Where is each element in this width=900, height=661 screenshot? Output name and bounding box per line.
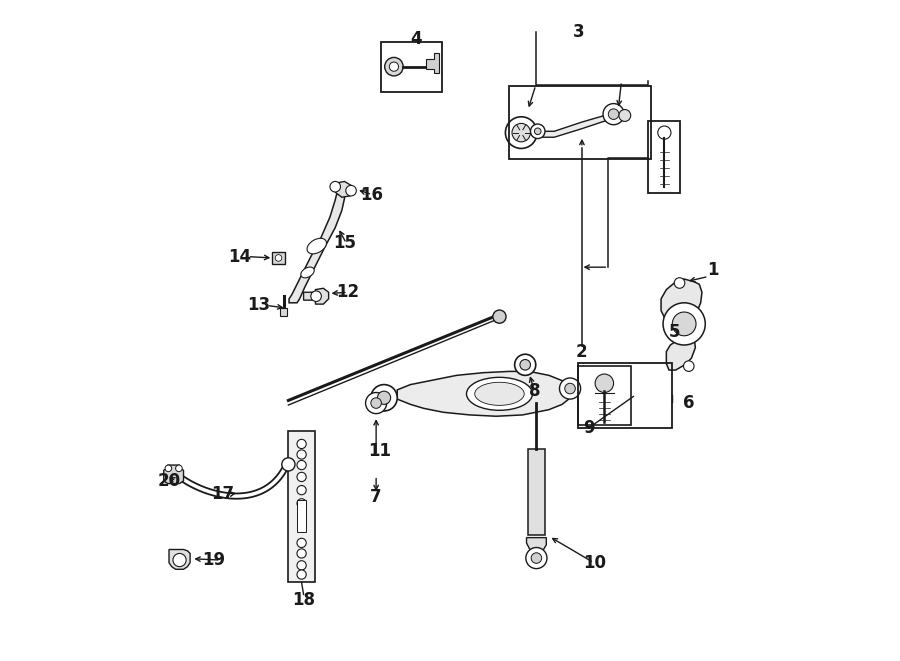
Polygon shape	[289, 192, 345, 303]
Bar	[648, 121, 680, 193]
Circle shape	[297, 498, 306, 508]
Circle shape	[672, 312, 696, 336]
Circle shape	[512, 124, 530, 142]
Polygon shape	[164, 465, 184, 484]
Bar	[509, 87, 652, 159]
Circle shape	[603, 104, 624, 125]
Circle shape	[297, 549, 306, 558]
Bar	[578, 364, 671, 428]
Circle shape	[165, 465, 172, 472]
Ellipse shape	[474, 382, 524, 405]
Circle shape	[515, 354, 536, 375]
Circle shape	[377, 391, 391, 405]
Bar	[382, 42, 442, 92]
Circle shape	[310, 291, 321, 301]
Text: 14: 14	[229, 248, 252, 266]
Circle shape	[330, 181, 340, 192]
Polygon shape	[169, 549, 190, 569]
Text: 10: 10	[583, 554, 607, 572]
Text: 13: 13	[248, 296, 270, 315]
Circle shape	[683, 361, 694, 371]
Text: 19: 19	[202, 551, 225, 569]
Text: 6: 6	[683, 394, 695, 412]
Circle shape	[531, 553, 542, 563]
Text: 3: 3	[572, 23, 584, 42]
Text: 1: 1	[706, 261, 718, 279]
Text: 12: 12	[337, 284, 359, 301]
Circle shape	[526, 547, 547, 568]
Text: 7: 7	[370, 488, 382, 506]
Circle shape	[275, 254, 282, 261]
Text: 15: 15	[333, 235, 356, 253]
Text: 9: 9	[582, 419, 594, 437]
Polygon shape	[427, 54, 439, 73]
Circle shape	[608, 109, 619, 120]
Polygon shape	[662, 279, 702, 370]
Bar	[281, 308, 287, 316]
Polygon shape	[526, 537, 546, 555]
Circle shape	[346, 185, 356, 196]
Text: 20: 20	[158, 472, 181, 490]
Bar	[578, 366, 631, 426]
Text: 2: 2	[576, 342, 588, 361]
Circle shape	[658, 126, 671, 139]
Circle shape	[674, 278, 685, 288]
Circle shape	[297, 461, 306, 470]
Text: 11: 11	[369, 442, 392, 459]
Circle shape	[365, 393, 387, 414]
Circle shape	[595, 374, 614, 393]
Circle shape	[297, 450, 306, 459]
Circle shape	[297, 473, 306, 482]
Text: 8: 8	[528, 382, 540, 400]
Polygon shape	[303, 288, 328, 304]
Polygon shape	[333, 181, 354, 197]
Circle shape	[297, 561, 306, 570]
Circle shape	[371, 398, 382, 408]
Ellipse shape	[307, 239, 327, 254]
Circle shape	[297, 486, 306, 494]
Circle shape	[530, 124, 545, 139]
Ellipse shape	[301, 267, 314, 278]
Circle shape	[297, 440, 306, 449]
Bar	[272, 252, 285, 264]
Circle shape	[619, 110, 631, 122]
Circle shape	[663, 303, 706, 345]
Bar	[297, 500, 306, 531]
Circle shape	[384, 58, 403, 76]
Circle shape	[297, 538, 306, 547]
Circle shape	[176, 465, 182, 472]
Bar	[288, 431, 315, 582]
Bar	[527, 449, 545, 535]
Circle shape	[173, 553, 186, 566]
Circle shape	[560, 378, 580, 399]
Circle shape	[390, 62, 399, 71]
Polygon shape	[397, 371, 572, 416]
Text: 18: 18	[292, 591, 315, 609]
Circle shape	[506, 117, 537, 149]
Circle shape	[371, 385, 397, 411]
Polygon shape	[540, 113, 615, 137]
Circle shape	[493, 310, 506, 323]
Text: 5: 5	[669, 323, 680, 341]
Circle shape	[520, 360, 530, 370]
Circle shape	[565, 383, 575, 394]
Text: 16: 16	[361, 186, 383, 204]
Text: 4: 4	[410, 30, 421, 48]
Circle shape	[535, 128, 541, 135]
Text: 17: 17	[211, 485, 234, 503]
Circle shape	[297, 570, 306, 579]
Ellipse shape	[466, 377, 533, 410]
Circle shape	[282, 458, 295, 471]
